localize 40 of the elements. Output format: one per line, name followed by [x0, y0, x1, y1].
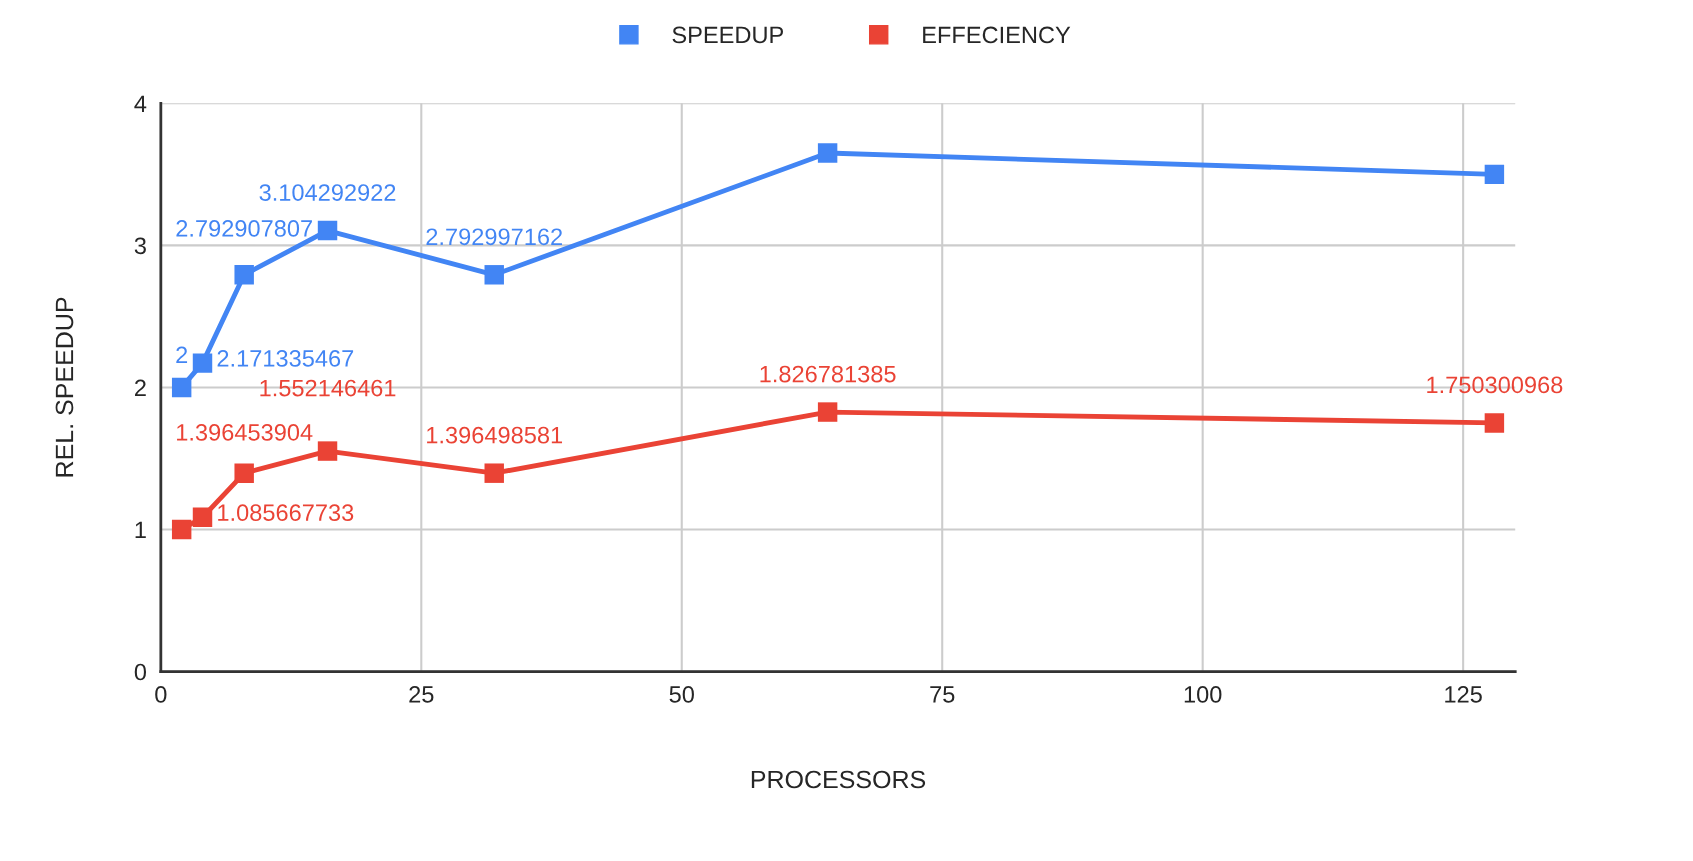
point [171, 377, 192, 398]
data-label: 1.750300968 [1427, 376, 1563, 394]
y-tick-label: 3 [134, 237, 146, 255]
x-tick-label: 50 [669, 686, 694, 703]
data-label: 1.552146461 [260, 379, 396, 397]
point [317, 220, 338, 241]
data-label: 2 [176, 346, 188, 364]
legend-label: EFFECIENCY [923, 26, 1071, 44]
point [317, 441, 338, 461]
point [817, 402, 838, 422]
y-tick-label: 0 [134, 663, 147, 681]
point [1484, 413, 1505, 433]
y-axis-title: REL. SPEEDUP [55, 297, 74, 477]
legend-label: SPEEDUP [672, 26, 784, 44]
point [234, 463, 254, 483]
point [171, 519, 192, 540]
point [234, 265, 254, 285]
data-label: 3.104292922 [259, 184, 396, 201]
x-tick-label: 100 [1184, 686, 1222, 703]
data-label: 1.826781385 [760, 365, 896, 383]
data-label: 1.396453904 [177, 424, 313, 441]
point [817, 143, 838, 163]
x-tick-label: 125 [1445, 686, 1482, 703]
x-tick-label: 0 [155, 686, 167, 703]
y-tick-label: 4 [134, 95, 147, 112]
data-label: 2.792997162 [426, 228, 562, 246]
x-tick-label: 75 [930, 686, 955, 703]
point [192, 353, 213, 373]
data-label: 2.171335467 [217, 350, 354, 367]
point [484, 463, 504, 483]
point [192, 507, 213, 528]
y-tick-label: 1 [135, 521, 146, 539]
data-label: 1.396498581 [427, 426, 563, 444]
data-label: 1.085667733 [218, 504, 354, 522]
point [1484, 164, 1505, 185]
point [484, 265, 504, 285]
y-tick-label: 2 [135, 379, 146, 397]
x-tick-label: 25 [409, 686, 434, 703]
x-axis-title: PROCESSORS [751, 770, 926, 789]
data-label: 2.792907807 [176, 220, 312, 237]
